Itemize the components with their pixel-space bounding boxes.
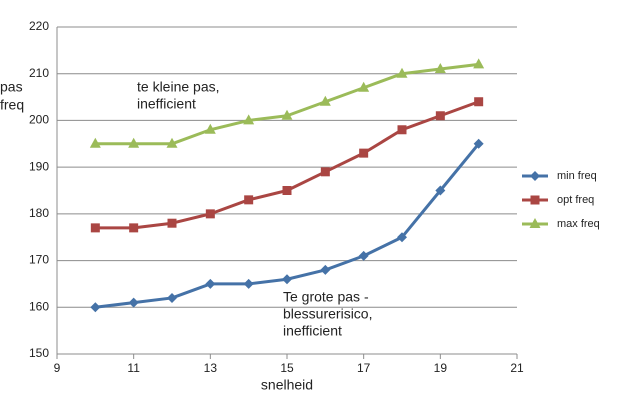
marker bbox=[128, 137, 140, 148]
marker bbox=[358, 250, 369, 261]
marker bbox=[473, 138, 484, 149]
marker bbox=[529, 218, 541, 228]
annotation: Te grote pas - bbox=[283, 289, 369, 305]
annotation: inefficient bbox=[283, 323, 342, 339]
y-tick-label: 180 bbox=[29, 206, 49, 220]
y-axis-label: freq bbox=[0, 97, 24, 113]
marker bbox=[397, 232, 407, 243]
marker bbox=[282, 274, 292, 285]
x-tick-label: 11 bbox=[127, 361, 140, 375]
y-tick-label: 200 bbox=[29, 113, 49, 127]
marker bbox=[359, 148, 369, 158]
y-tick-label: 220 bbox=[29, 19, 49, 33]
marker bbox=[530, 171, 540, 181]
annotation: te kleine pas, bbox=[137, 79, 220, 95]
marker bbox=[435, 111, 445, 121]
y-tick-label: 160 bbox=[29, 299, 49, 313]
x-tick-label: 15 bbox=[280, 361, 294, 375]
y-axis-label: pas bbox=[0, 79, 23, 95]
annotation: inefficient bbox=[137, 96, 196, 112]
x-tick-label: 13 bbox=[204, 361, 218, 375]
annotation: blessurerisico, bbox=[283, 306, 372, 322]
marker bbox=[243, 278, 254, 289]
marker bbox=[319, 95, 331, 106]
legend-label: max freq bbox=[557, 218, 600, 230]
marker bbox=[530, 195, 540, 205]
marker bbox=[435, 185, 446, 196]
y-tick-label: 150 bbox=[29, 346, 49, 360]
marker bbox=[167, 218, 177, 228]
x-axis-label: snelheid bbox=[261, 377, 313, 393]
marker bbox=[205, 209, 215, 219]
marker bbox=[397, 125, 407, 135]
marker bbox=[282, 186, 292, 195]
marker bbox=[474, 97, 484, 107]
marker bbox=[89, 137, 101, 148]
x-tick-label: 19 bbox=[434, 361, 448, 375]
legend-label: min freq bbox=[557, 170, 597, 182]
y-tick-label: 190 bbox=[29, 159, 49, 173]
marker bbox=[90, 302, 101, 313]
marker bbox=[128, 297, 139, 308]
marker bbox=[396, 67, 408, 78]
marker bbox=[167, 292, 177, 303]
marker bbox=[320, 264, 331, 275]
marker bbox=[434, 63, 446, 74]
marker bbox=[281, 109, 293, 120]
marker bbox=[129, 223, 139, 233]
x-tick-label: 21 bbox=[510, 361, 524, 375]
marker bbox=[320, 167, 330, 177]
marker bbox=[166, 137, 178, 148]
y-tick-label: 210 bbox=[29, 66, 49, 80]
marker bbox=[90, 223, 100, 233]
x-tick-label: 9 bbox=[54, 361, 61, 375]
marker bbox=[244, 195, 254, 205]
y-tick-label: 170 bbox=[29, 253, 49, 267]
marker bbox=[358, 81, 370, 92]
marker bbox=[473, 58, 485, 69]
x-tick-label: 17 bbox=[357, 361, 371, 375]
marker bbox=[205, 278, 216, 289]
legend-label: opt freq bbox=[557, 194, 594, 206]
marker bbox=[204, 123, 216, 134]
marker bbox=[243, 114, 255, 125]
